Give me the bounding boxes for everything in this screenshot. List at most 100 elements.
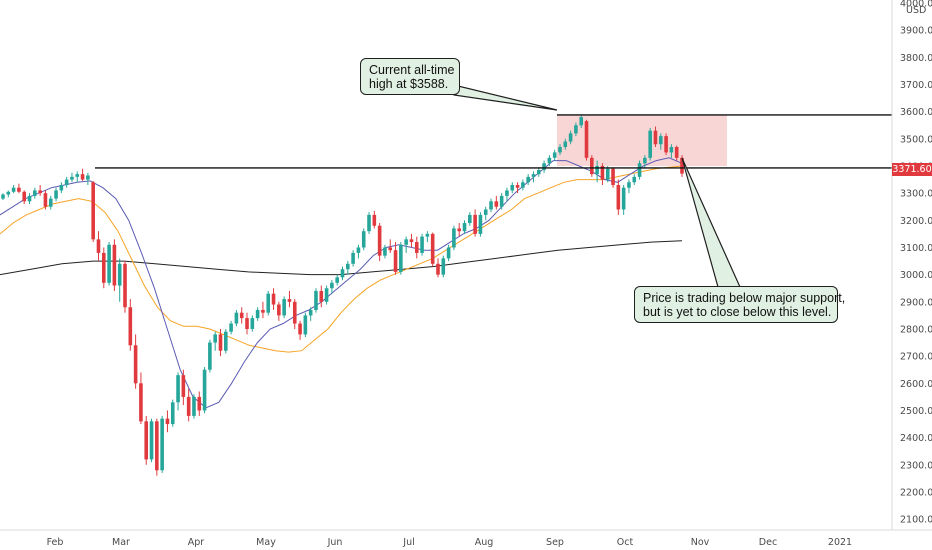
- candle-body: [229, 323, 233, 332]
- candle-body: [123, 263, 127, 308]
- y-tick-label: 2400.00: [900, 433, 932, 444]
- candle-body: [616, 185, 621, 210]
- candle-body: [314, 290, 318, 310]
- y-tick-label: 2200.00: [900, 487, 932, 498]
- candle-body: [91, 182, 95, 240]
- candle-body: [261, 309, 265, 313]
- candle-body: [292, 301, 297, 324]
- y-tick-label: 2700.00: [900, 352, 932, 363]
- candle-body: [245, 318, 249, 329]
- candle-body: [605, 168, 610, 180]
- candle-body: [489, 201, 493, 210]
- candle-body: [197, 396, 202, 411]
- x-tick-label: Apr: [188, 537, 205, 548]
- candle-body: [70, 176, 74, 180]
- time-axis[interactable]: Feb Mar Apr May Jun Jul Aug Sep Oct Nov Dec 2021: [47, 537, 853, 548]
- candle-body: [446, 247, 451, 259]
- candle-body: [468, 214, 472, 224]
- candle-body: [38, 190, 42, 194]
- candle-body: [1, 194, 5, 199]
- x-tick-label: Sep: [546, 537, 564, 548]
- candle-body: [627, 182, 631, 188]
- candle-body: [383, 247, 387, 256]
- candle-body: [17, 187, 21, 192]
- candle-body: [11, 187, 16, 192]
- candle-body: [462, 223, 467, 232]
- candle-body: [473, 214, 477, 234]
- candle-body: [48, 198, 53, 207]
- candle-body: [526, 176, 530, 183]
- candle-body: [542, 163, 546, 171]
- x-tick-label: Nov: [691, 537, 710, 548]
- y-tick-label: 4000.00: [900, 0, 932, 10]
- y-tick-label: 2500.00: [900, 406, 932, 417]
- candle-body: [213, 334, 217, 343]
- candle-body: [330, 282, 334, 289]
- candle-body: [139, 383, 143, 422]
- candle-body: [367, 214, 371, 232]
- candle-body: [536, 170, 541, 175]
- y-tick-label: 2800.00: [900, 324, 932, 335]
- candle-body: [393, 250, 398, 272]
- candle-body: [653, 130, 658, 145]
- candle-body: [399, 244, 403, 272]
- candle-body: [75, 174, 80, 177]
- candle-body: [552, 152, 557, 158]
- support-callout-line-1: Price is trading below major support,: [643, 291, 846, 305]
- candle-body: [457, 228, 462, 232]
- ma-mid-line: [0, 165, 683, 353]
- candle-body: [133, 345, 138, 384]
- y-tick-label: 3000.00: [900, 270, 932, 281]
- candle-body: [611, 168, 615, 186]
- candle-body: [340, 269, 345, 278]
- candle-body: [356, 247, 361, 253]
- candle-body: [643, 157, 647, 164]
- candle-body: [420, 236, 424, 253]
- axis-currency: USD: [906, 5, 926, 16]
- candle-body: [568, 133, 573, 142]
- candle-body: [192, 396, 196, 416]
- candle-body: [547, 157, 552, 164]
- candle-body: [563, 141, 568, 147]
- candle-body: [96, 239, 101, 253]
- candle-body: [664, 136, 668, 153]
- y-tick-label: 3600.00: [900, 107, 932, 118]
- candle-body: [319, 290, 324, 302]
- candle-body: [308, 309, 313, 316]
- candle-body: [409, 239, 414, 243]
- x-tick-label: Mar: [112, 537, 130, 548]
- x-tick-label: Dec: [759, 537, 777, 548]
- candle-body: [579, 117, 584, 126]
- last-price-tag: 3371.60: [892, 163, 932, 176]
- y-tick-label: 3300.00: [900, 189, 932, 200]
- candle-body: [303, 315, 308, 335]
- candle-body: [223, 331, 228, 351]
- candle-body: [176, 375, 180, 403]
- candle-body: [372, 214, 377, 226]
- candle-body: [144, 421, 149, 460]
- ath-callout-line-1: Current all-time: [369, 63, 455, 77]
- candle-body: [521, 182, 525, 188]
- candle-body: [674, 146, 679, 158]
- candle-body: [377, 225, 382, 256]
- candle-body: [170, 402, 175, 425]
- candlesticks: [1, 114, 684, 476]
- ma-fast-line: [0, 157, 683, 409]
- candle-body: [202, 369, 207, 411]
- candle-body: [388, 247, 393, 251]
- candle-body: [43, 193, 48, 207]
- candle-body: [112, 244, 117, 286]
- candle-body: [483, 209, 488, 215]
- candle-body: [430, 233, 435, 264]
- ath-callout: Current all-time high at $3588.: [360, 58, 460, 95]
- candle-body: [59, 185, 64, 191]
- candle-body: [632, 176, 637, 183]
- candle-body: [361, 231, 366, 248]
- y-tick-label: 3100.00: [900, 243, 932, 254]
- candle-body: [499, 195, 504, 207]
- candle-body: [155, 421, 159, 471]
- candle-body: [128, 307, 133, 346]
- candle-body: [255, 309, 260, 319]
- candle-body: [6, 191, 11, 195]
